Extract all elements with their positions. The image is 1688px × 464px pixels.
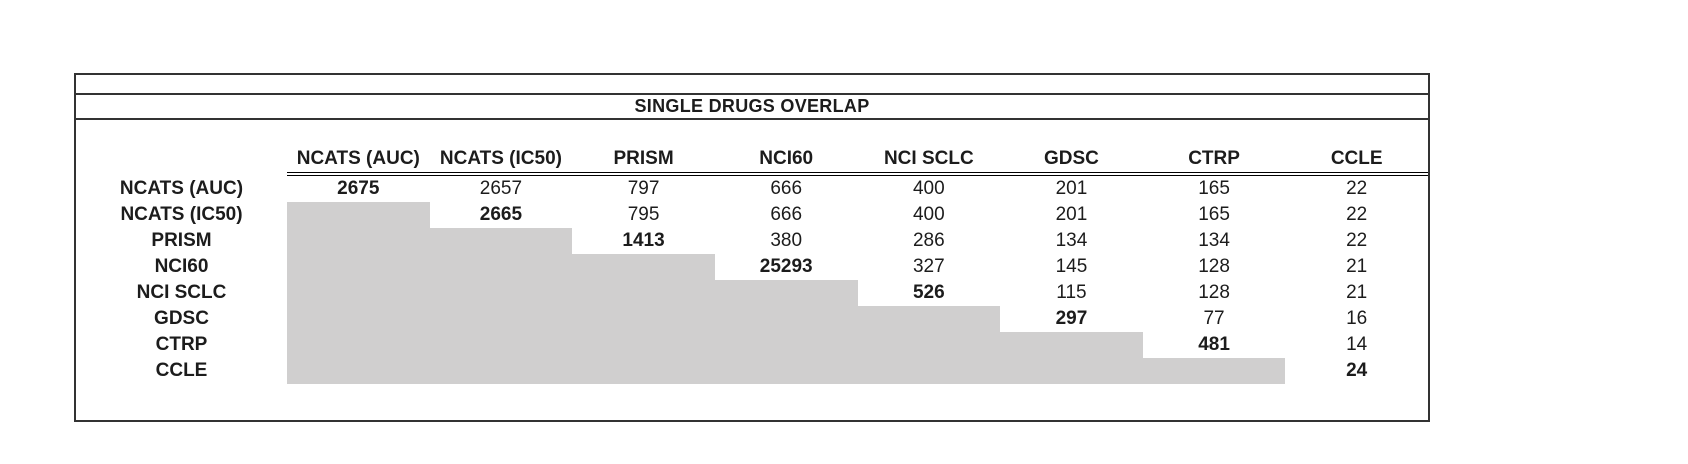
shaded-cell [857, 358, 1001, 384]
value-cell: 165 [1198, 178, 1230, 199]
value-cell: 21 [1346, 282, 1368, 303]
row-header: NCATS (IC50) [120, 204, 243, 225]
value-cell: 77 [1203, 308, 1225, 329]
diagonal-value-cell: 24 [1346, 360, 1368, 381]
shaded-cell [714, 358, 858, 384]
column-header: GDSC [1000, 120, 1143, 176]
corner-cell [76, 120, 287, 176]
empty-header-strip [76, 75, 1428, 95]
value-cell: 115 [1056, 282, 1087, 303]
column-header-row: NCATS (AUC) NCATS (IC50) PRISM NCI60 NCI SCL… [76, 120, 1428, 176]
shaded-cell [857, 306, 1001, 332]
value-cell: 797 [627, 178, 660, 199]
shaded-cell [429, 306, 573, 332]
column-header: NCATS (IC50) [429, 120, 573, 176]
value-cell: 400 [912, 178, 945, 199]
value-cell: 201 [1055, 178, 1088, 199]
value-cell: 16 [1346, 308, 1368, 329]
diagonal-value-cell: 2675 [337, 178, 380, 199]
single-drugs-overlap-table: SINGLE DRUGS OVERLAP NCATS (AUC) NCATS (I… [74, 73, 1430, 422]
value-cell: 134 [1198, 230, 1230, 251]
row-header: NCATS (AUC) [119, 178, 244, 199]
row-header: CTRP [155, 334, 208, 355]
diagonal-value-cell: 297 [1055, 308, 1088, 329]
shaded-cell [1000, 332, 1143, 358]
value-cell: 22 [1346, 178, 1368, 199]
shaded-cell [572, 254, 715, 280]
row-header: PRISM [151, 230, 212, 251]
value-cell: 21 [1346, 256, 1368, 277]
shaded-cell [714, 306, 858, 332]
column-header: NCI60 [714, 120, 858, 176]
column-header: CTRP [1142, 120, 1286, 176]
shaded-cell [287, 332, 430, 358]
shaded-cell [857, 332, 1001, 358]
value-cell: 380 [770, 230, 803, 251]
value-cell: 22 [1346, 230, 1368, 251]
shaded-cell [429, 358, 573, 384]
value-cell: 2657 [479, 178, 523, 199]
value-cell: 134 [1055, 230, 1088, 251]
value-cell: 128 [1198, 282, 1230, 303]
shaded-cell [572, 358, 715, 384]
shaded-cell [1142, 358, 1286, 384]
column-header: NCATS (AUC) [287, 120, 430, 176]
value-cell: 327 [912, 256, 945, 277]
shaded-cell [429, 280, 573, 306]
diagonal-value-cell: 25293 [759, 256, 813, 277]
value-cell: 286 [912, 230, 945, 251]
shaded-cell [572, 306, 715, 332]
row-header: GDSC [154, 308, 209, 329]
value-cell: 22 [1346, 204, 1368, 225]
value-cell: 666 [770, 178, 803, 199]
diagonal-value-cell: 1413 [622, 230, 665, 251]
shaded-cell [572, 280, 715, 306]
value-cell: 795 [627, 204, 660, 225]
column-header: CCLE [1285, 120, 1428, 176]
diagonal-value-cell: 526 [912, 282, 945, 303]
row-header: NCI60 [154, 256, 209, 277]
value-cell: 201 [1055, 204, 1088, 225]
value-cell: 165 [1198, 204, 1230, 225]
shaded-cell [287, 358, 430, 384]
row-header: NCI SCLC [136, 282, 227, 303]
diagonal-value-cell: 481 [1198, 334, 1230, 355]
shaded-cell [429, 254, 573, 280]
shaded-cell [287, 254, 430, 280]
shaded-cell [1000, 358, 1143, 384]
shaded-cell [429, 228, 573, 254]
diagonal-value-cell: 2665 [479, 204, 523, 225]
value-cell: 145 [1055, 256, 1088, 277]
column-header: NCI SCLC [857, 120, 1001, 176]
shaded-cell [287, 228, 430, 254]
shaded-cell [287, 306, 430, 332]
value-cell: 400 [912, 204, 945, 225]
table-title: SINGLE DRUGS OVERLAP [76, 95, 1428, 120]
shaded-cell [572, 332, 715, 358]
shaded-cell [714, 332, 858, 358]
row-header: CCLE [155, 360, 208, 381]
value-cell: 14 [1346, 334, 1368, 355]
column-header: PRISM [572, 120, 715, 176]
shaded-cell [287, 202, 430, 228]
value-cell: 128 [1198, 256, 1230, 277]
overlap-matrix: NCATS (AUC) 2675 2657 797 666 400 201 165 22 NCAT… [76, 176, 1428, 384]
value-cell: 666 [770, 204, 803, 225]
shaded-cell [287, 280, 430, 306]
shaded-cell [714, 280, 858, 306]
shaded-cell [429, 332, 573, 358]
